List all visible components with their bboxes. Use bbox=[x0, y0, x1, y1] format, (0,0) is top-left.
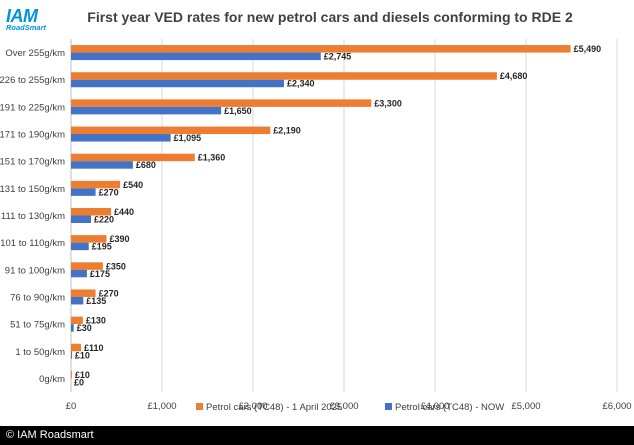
category-label: 131 to 150g/km bbox=[0, 184, 65, 195]
category-label: 111 to 130g/km bbox=[1, 211, 65, 222]
bar-petrol-now bbox=[71, 134, 171, 142]
data-label: £440 bbox=[114, 207, 134, 217]
category-label: 171 to 190g/km bbox=[0, 130, 65, 141]
category-label: Over 255g/km bbox=[5, 48, 65, 59]
bar-petrol-2025 bbox=[71, 235, 107, 243]
data-label: £10 bbox=[75, 350, 90, 360]
data-label: £30 bbox=[77, 323, 92, 333]
x-tick-label: £6,000 bbox=[602, 401, 631, 412]
data-label: £135 bbox=[86, 296, 106, 306]
x-tick-label: £4,000 bbox=[420, 401, 449, 412]
bar-petrol-now bbox=[71, 52, 321, 61]
category-label: 191 to 225g/km bbox=[0, 102, 65, 113]
bar-petrol-now bbox=[71, 296, 84, 305]
category-label: 226 to 255g/km bbox=[0, 75, 65, 86]
data-label: £2,340 bbox=[287, 79, 315, 89]
data-label: £130 bbox=[86, 316, 106, 326]
data-label: £390 bbox=[109, 234, 129, 244]
bar-petrol-2025 bbox=[71, 370, 72, 379]
data-label: £10 bbox=[75, 370, 90, 380]
chart-x-tick-labels: £0 £1,000 £2,000 £3,000 £4,000 £5,000 £6,000 bbox=[66, 401, 632, 412]
footer-credit: © IAM Roadsmart bbox=[0, 426, 634, 445]
data-label: £1,095 bbox=[174, 133, 202, 143]
bar-petrol-now bbox=[71, 188, 96, 196]
data-label: £195 bbox=[92, 242, 112, 252]
category-label: 101 to 110g/km bbox=[0, 238, 65, 249]
category-label: 76 to 90g/km bbox=[10, 292, 65, 303]
chart-data-labels: £5,490 £2,745 £4,680 £2,340 £3,300 £1,650 £2,1… bbox=[74, 44, 601, 387]
category-label: 91 to 100g/km bbox=[5, 265, 65, 276]
logo-main-text: IAM bbox=[6, 6, 38, 26]
data-label: £4,680 bbox=[500, 71, 528, 81]
bar-petrol-2025 bbox=[71, 99, 372, 107]
data-label: £1,650 bbox=[224, 106, 252, 116]
x-tick-label: £3,000 bbox=[329, 401, 358, 412]
ved-bar-chart: First year VED rates for new petrol cars… bbox=[0, 9, 632, 413]
data-label: £3,300 bbox=[374, 98, 402, 108]
chart-category-labels: Over 255g/km 226 to 255g/km 191 to 225g/km… bbox=[0, 48, 65, 385]
chart-bars bbox=[71, 45, 571, 379]
bar-petrol-2025 bbox=[71, 126, 271, 135]
bar-petrol-now bbox=[71, 106, 222, 115]
category-label: 151 to 170g/km bbox=[0, 157, 65, 168]
bar-petrol-2025 bbox=[71, 208, 112, 216]
data-label: £0 bbox=[74, 377, 84, 387]
bar-petrol-2025 bbox=[71, 343, 82, 352]
chart-legend: Petrol cars (TC48) - 1 April 2025 Petrol … bbox=[196, 402, 504, 413]
category-label: 0g/km bbox=[39, 374, 65, 385]
data-label: £5,490 bbox=[574, 44, 602, 54]
data-label: £175 bbox=[90, 269, 110, 279]
data-label: £1,360 bbox=[198, 153, 226, 163]
data-label: £270 bbox=[99, 288, 119, 298]
chart-title: First year VED rates for new petrol cars… bbox=[87, 9, 573, 25]
legend-label: Petrol cars (TC48) - NOW bbox=[395, 402, 504, 413]
bar-petrol-2025 bbox=[71, 316, 83, 325]
bar-petrol-now bbox=[71, 161, 133, 169]
bar-petrol-now bbox=[71, 215, 92, 223]
legend-swatch-petrol-2025 bbox=[196, 403, 203, 410]
bar-petrol-2025 bbox=[71, 72, 497, 80]
bar-petrol-2025 bbox=[71, 180, 121, 189]
bar-petrol-2025 bbox=[71, 262, 103, 270]
bar-petrol-2025 bbox=[71, 45, 571, 53]
data-label: £2,190 bbox=[273, 126, 301, 136]
iam-roadsmart-logo: IAM RoadSmart bbox=[6, 7, 52, 33]
bar-petrol-now bbox=[71, 269, 87, 278]
data-label: £540 bbox=[123, 180, 143, 190]
bar-petrol-2025 bbox=[71, 289, 96, 297]
x-tick-label: £2,000 bbox=[238, 401, 267, 412]
data-label: £270 bbox=[99, 187, 119, 197]
legend-swatch-petrol-now bbox=[385, 403, 392, 410]
bar-petrol-now bbox=[71, 242, 89, 251]
data-label: £110 bbox=[84, 343, 104, 353]
bar-petrol-2025 bbox=[71, 153, 195, 162]
category-label: 51 to 75g/km bbox=[10, 320, 65, 331]
x-tick-label: £5,000 bbox=[511, 401, 540, 412]
data-label: £2,745 bbox=[324, 52, 352, 62]
bar-petrol-now bbox=[71, 324, 74, 332]
legend-label: Petrol cars (TC48) - 1 April 2025 bbox=[206, 402, 342, 413]
data-label: £680 bbox=[136, 160, 156, 170]
chart-gridlines bbox=[70, 39, 618, 392]
x-tick-label: £1,000 bbox=[147, 401, 176, 412]
category-label: 1 to 50g/km bbox=[15, 347, 65, 358]
data-label: £350 bbox=[106, 261, 126, 271]
x-tick-label: £0 bbox=[66, 401, 77, 412]
logo-sub-text: RoadSmart bbox=[6, 23, 47, 32]
bar-petrol-now bbox=[71, 79, 284, 88]
bar-petrol-now bbox=[71, 351, 72, 359]
data-label: £220 bbox=[94, 215, 114, 225]
